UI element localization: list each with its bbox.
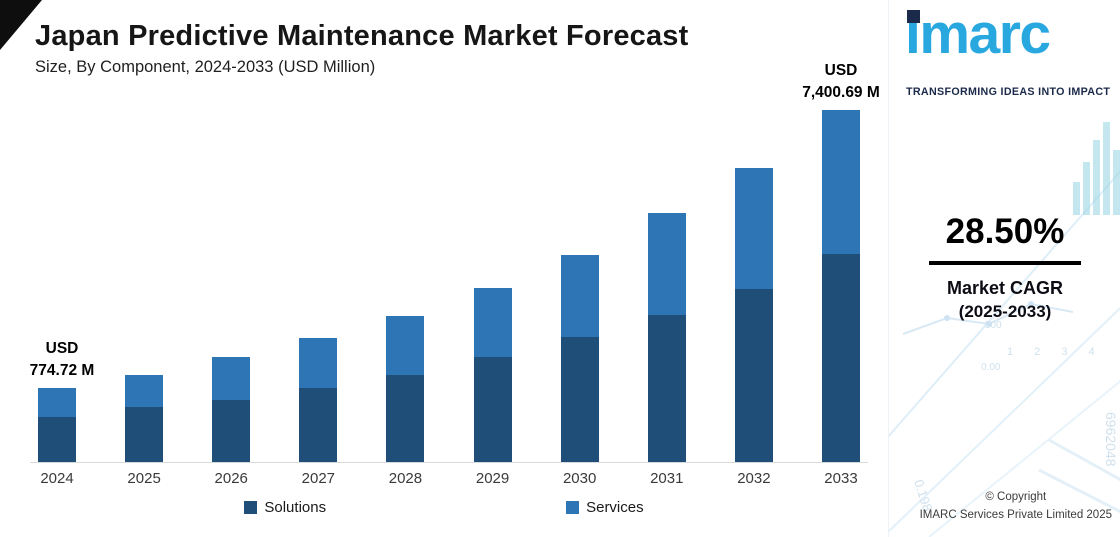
decor-number: 1 2 3 4 <box>1007 346 1104 358</box>
segment-services <box>647 213 686 315</box>
legend-label-solutions: Solutions <box>264 499 327 516</box>
first-bar-value-line2: 774.72 M <box>29 362 95 379</box>
cagr-block: 28.50% Market CAGR (2025-2033) <box>889 212 1120 322</box>
segment-services <box>473 288 512 357</box>
cagr-label-line1: Market CAGR <box>946 278 1064 298</box>
x-axis-label: 2033 <box>824 470 858 487</box>
decor-bar-chart-icon <box>1073 122 1120 215</box>
segment-solutions <box>125 407 164 462</box>
segment-services <box>560 255 599 337</box>
x-axis-labels: 2024 2025 2026 2027 2028 2029 2030 2031 2032 2033 <box>38 470 860 488</box>
segment-solutions <box>386 375 425 462</box>
legend-item-solutions: Solutions <box>244 499 326 516</box>
last-bar-value-line2: 7,400.69 M <box>802 84 880 101</box>
segment-solutions <box>560 337 599 462</box>
bar-2032 <box>734 168 773 462</box>
bar-2031 <box>647 213 686 462</box>
legend-item-services: Services <box>566 499 644 516</box>
segment-solutions <box>821 254 860 462</box>
x-axis-label: 2027 <box>301 470 336 487</box>
imarc-logo: imarc <box>905 6 1051 63</box>
bar-2027 <box>299 338 338 462</box>
decor-number: 6962048 <box>1103 412 1119 467</box>
segment-services <box>734 168 773 289</box>
bar-2026 <box>212 357 251 462</box>
x-axis-label: 2030 <box>562 470 597 487</box>
x-axis-label: 2024 <box>40 470 74 487</box>
segment-solutions <box>734 289 773 462</box>
x-axis-label: 2031 <box>650 470 684 487</box>
brand-tagline: TRANSFORMING IDEAS INTO IMPACT <box>906 86 1111 98</box>
bar-2030 <box>560 255 599 462</box>
copyright-line1: © Copyright <box>985 491 1047 504</box>
decor-number: 0.00 <box>981 362 1001 373</box>
copyright-line2: IMARC Services Private Limited 2025 <box>919 509 1112 522</box>
chart-title: Japan Predictive Maintenance Market Fore… <box>35 20 689 52</box>
x-axis-label: 2026 <box>214 470 248 487</box>
segment-services <box>212 357 251 400</box>
legend-swatch-solutions <box>244 501 258 514</box>
legend: Solutions Services <box>0 499 888 516</box>
segment-solutions <box>473 357 512 462</box>
x-axis-baseline <box>30 462 868 463</box>
segment-services <box>299 338 338 388</box>
bar-2025 <box>125 375 164 462</box>
imarc-logo-dot <box>907 10 920 23</box>
legend-swatch-services <box>566 501 580 514</box>
imarc-logo-wordmark: imarc <box>905 2 1051 66</box>
x-axis-label: 2028 <box>388 470 423 487</box>
last-bar-value-line1: USD <box>824 62 858 79</box>
x-axis-label: 2032 <box>737 470 771 487</box>
legend-label-services: Services <box>586 499 644 516</box>
bar-2024 <box>38 388 76 462</box>
segment-solutions <box>647 315 686 462</box>
segment-solutions <box>212 400 251 462</box>
segment-services <box>125 375 164 407</box>
bar-2029 <box>473 288 512 462</box>
segment-services <box>386 316 425 375</box>
last-bar-value-label: USD 7,400.69 M <box>786 60 896 104</box>
bar-2028 <box>386 316 425 462</box>
brand-panel: 6962048 0.198 1 2 3 4 500 0.00 imarc TRA… <box>888 0 1120 537</box>
cagr-value: 28.50% <box>945 212 1065 251</box>
segment-services <box>821 110 860 254</box>
chart-subtitle: Size, By Component, 2024-2033 (USD Milli… <box>35 58 376 76</box>
bar-plot-area <box>38 110 860 462</box>
bar-2033 <box>821 110 860 462</box>
x-axis-label: 2025 <box>127 470 161 487</box>
segment-solutions <box>38 417 76 462</box>
cagr-label-line2: (2025-2033) <box>958 302 1052 321</box>
first-bar-value-line1: USD <box>45 340 79 357</box>
segment-solutions <box>299 388 338 462</box>
decor-number: 500 <box>985 320 1002 331</box>
cagr-underline <box>929 261 1081 265</box>
first-bar-value-label: USD 774.72 M <box>7 338 117 382</box>
corner-triangle-decor <box>0 0 42 50</box>
segment-services <box>38 388 76 417</box>
x-axis-label: 2029 <box>475 470 510 487</box>
copyright: © Copyright IMARC Services Private Limit… <box>920 489 1112 525</box>
